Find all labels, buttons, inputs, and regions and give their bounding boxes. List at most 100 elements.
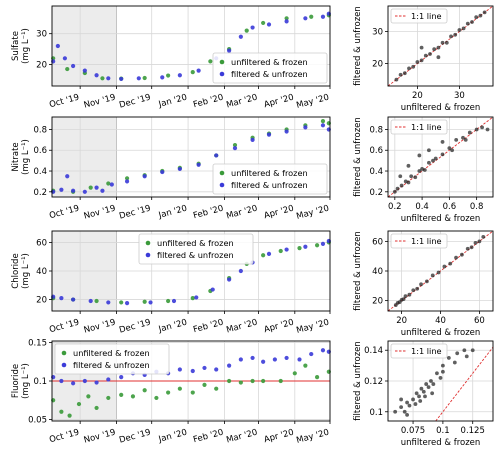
filtered-unfrozen-point [309,351,314,357]
unfiltered-frozen-point [261,253,266,258]
legend-label: unfiltered & frozen [73,348,150,358]
x-tick-label: 0.1 [436,426,450,436]
comparison-point [411,64,416,69]
filtered-unfrozen-point [202,365,207,371]
filtered-unfrozen-point [194,295,199,300]
comparison-point [446,356,451,360]
comparison-point [428,52,432,56]
comparison-point [480,125,484,130]
y-axis-label-line: (mg L⁻¹) [21,363,31,399]
unfiltered-frozen-point [190,70,195,75]
y-tick-label: 40 [36,267,47,277]
comparison-point [474,127,479,132]
unfiltered-frozen-point [250,378,255,384]
filtered-unfrozen-point [82,68,87,73]
legend-box [390,233,448,249]
unfiltered-frozen-point [303,363,308,368]
filtered-unfrozen-point [177,367,182,372]
comparison-point [459,252,464,257]
y-tick-label: 30 [372,28,383,38]
comparison-point [455,351,460,356]
comparison-point [461,135,465,140]
y-tick-label: 20 [36,60,47,70]
unfiltered-frozen-point [130,394,136,399]
filtered-unfrozen-point [142,174,147,179]
comparison-point [469,245,474,250]
comparison-point [465,21,470,26]
comparison-point [417,169,422,173]
filtered-unfrozen-point [59,378,64,384]
comparison-point [419,45,424,50]
unfiltered-frozen-point [232,142,238,148]
comparison-point [457,28,462,32]
comparison-point [481,235,486,239]
comparison-point [440,369,445,374]
legend-label: filtered & unfrozen [73,360,150,370]
x-tick-label: Feb '20 [192,428,224,446]
y-axis-label-line: (mg L⁻¹) [21,139,31,175]
y-tick-label: 60 [372,237,383,247]
unfiltered-frozen-point [67,413,72,418]
legend-box [212,52,328,84]
nitrate-time-panel: Oct '19 Nov '19 Dec '19 Jan '20 Feb '20 Mar '… [11,116,331,222]
comparison-point [407,66,411,71]
legend-marker [61,362,67,368]
y-tick-label: 0.1 [33,377,47,387]
legend-marker [219,182,225,188]
comparison-point [436,270,441,275]
comparison-point [429,379,433,383]
x-tick-label: 20 [412,91,423,101]
comparison-point [453,32,458,37]
x-tick-label: Apr '20 [263,428,295,446]
comparison-point [436,55,441,60]
filtered-unfrozen-point [320,241,326,246]
filtered-unfrozen-point [238,268,243,274]
legend-marker [145,240,151,246]
axes-frame [387,5,494,87]
comparison-point [398,174,403,179]
legend-label: unfiltered & frozen [231,168,308,178]
comparison-point [407,292,412,297]
legend-box [390,8,448,24]
fluoride-1to1-panel: 0.075 0.1 0.125 0.1 0.12 0.14 unfiltered & fro… [353,340,494,448]
comparison-point [440,140,445,144]
y-tick-label: 0.14 [364,346,383,356]
x-tick-label: Feb '20 [192,204,224,222]
unfiltered-frozen-point [177,386,182,391]
comparison-point [414,391,419,396]
x-tick-label: Nov '19 [83,428,117,446]
x-tick-label: Jan '20 [157,318,189,335]
legend-box [54,343,170,375]
unfiltered-frozen-point [94,298,99,304]
unfiltered-frozen-point [86,394,91,399]
comparison-point [395,186,400,191]
filtered-unfrozen-point [261,359,266,364]
legend-box [138,233,254,265]
filtered-unfrozen-point [106,76,111,81]
legend-label: 1:1 line [411,236,442,246]
comparison-point [426,385,431,390]
comparison-point [470,348,475,353]
filtered-unfrozen-point [106,377,111,382]
unfiltered-frozen-point [100,76,105,81]
x-tick-label: Mar '20 [225,428,258,446]
fluoride-time-panel: Oct '19 Nov '19 Dec '19 Jan '20 Feb '20 Mar '… [11,339,331,446]
comparison-point [423,53,428,58]
legend-marker [145,252,151,258]
x-tick-label: 40 [435,316,446,326]
comparison-point [409,174,414,179]
comparison-point [399,397,404,402]
y-tick-label: 20 [372,297,383,307]
filtered-unfrozen-point [109,182,114,187]
unfiltered-frozen-point [166,73,171,78]
x-tick-label: 0.125 [461,426,485,436]
comparison-point [419,386,424,391]
filtered-unfrozen-point [177,166,182,172]
comparison-point [403,294,408,299]
comparison-point [452,360,457,365]
filtered-unfrozen-point [119,375,124,380]
x-tick-label: Jan '20 [157,204,189,221]
unfiltered-frozen-point [124,176,130,181]
unfiltered-frozen-point [261,378,266,384]
unfiltered-frozen-point [244,28,249,33]
